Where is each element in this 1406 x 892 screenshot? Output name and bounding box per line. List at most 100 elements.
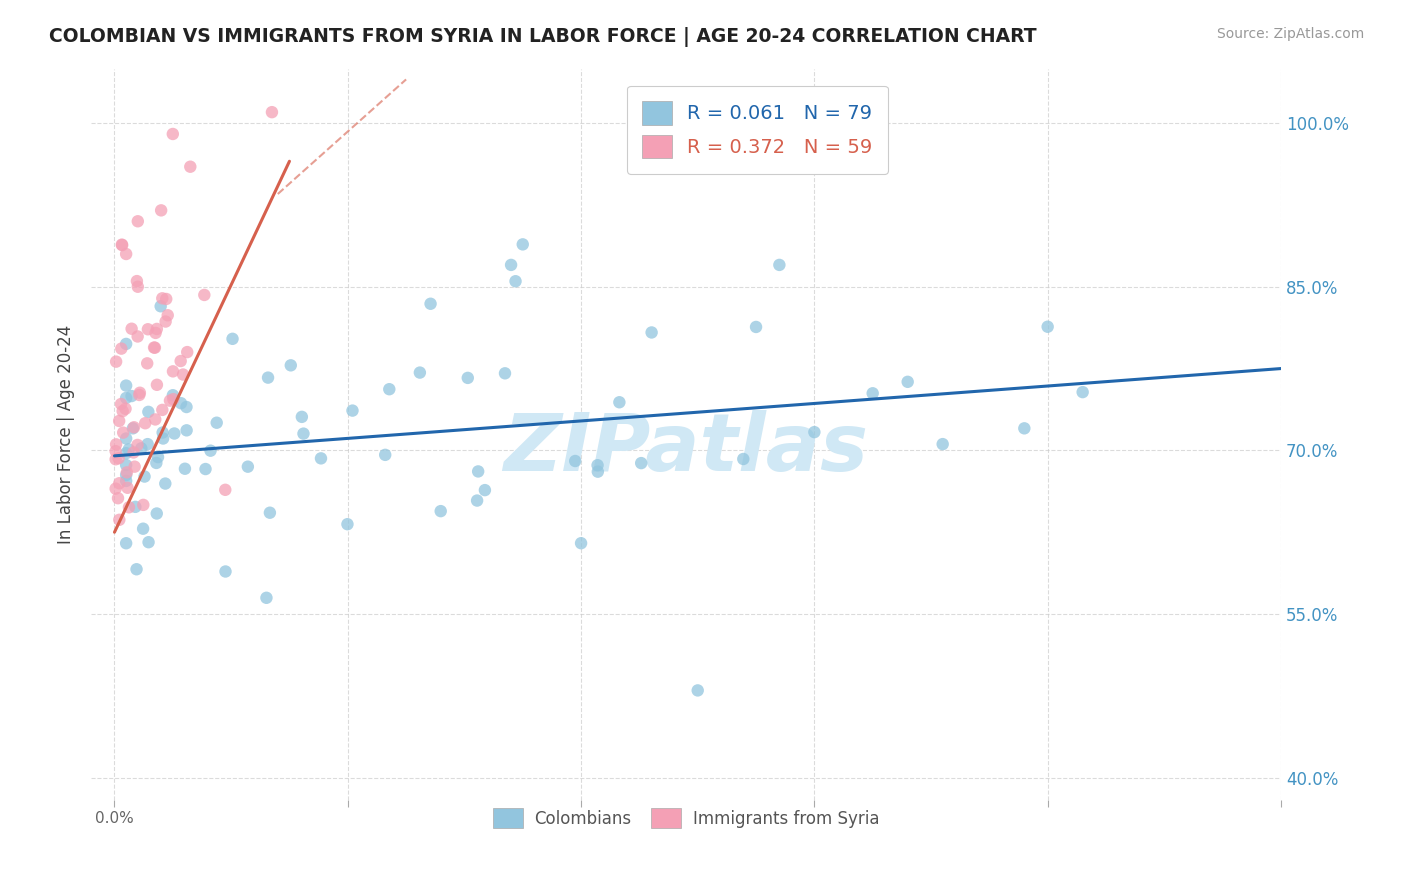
Point (1071, 385, 1094, 400)
Point (640, 326, 662, 340)
Point (214, 565, 236, 579)
Point (143, 341, 166, 355)
Point (176, 400, 198, 414)
Point (124, 500, 146, 514)
Point (127, 438, 149, 452)
Point (128, 385, 150, 400)
Point (107, 451, 129, 466)
Point (138, 535, 160, 549)
Point (121, 389, 143, 403)
Point (152, 432, 174, 446)
Point (172, 368, 194, 382)
Point (193, 288, 215, 302)
Point (117, 481, 139, 495)
Point (132, 498, 155, 512)
Point (107, 491, 129, 506)
Point (150, 203, 173, 218)
Point (105, 437, 128, 451)
Point (378, 382, 401, 396)
Point (136, 437, 159, 451)
Point (115, 474, 138, 488)
Point (1036, 319, 1059, 334)
Point (143, 412, 166, 426)
Point (260, 105, 283, 120)
Point (134, 469, 156, 483)
Point (132, 522, 155, 536)
Point (162, 364, 184, 378)
Point (512, 237, 534, 252)
Point (128, 388, 150, 402)
Point (149, 299, 172, 313)
Point (467, 465, 489, 479)
Point (564, 454, 586, 468)
Point (104, 452, 127, 467)
Point (110, 397, 132, 411)
Point (374, 448, 396, 462)
Point (145, 456, 167, 470)
Point (205, 416, 228, 430)
Point (236, 459, 259, 474)
Point (745, 320, 768, 334)
Point (121, 322, 143, 336)
Point (115, 468, 138, 483)
Point (114, 401, 136, 416)
Point (143, 341, 166, 355)
Point (111, 237, 134, 252)
Point (336, 517, 359, 532)
Point (257, 370, 280, 384)
Point (111, 238, 134, 252)
Point (134, 416, 156, 430)
Point (170, 354, 193, 368)
Point (115, 536, 138, 550)
Point (194, 462, 217, 476)
Point (108, 476, 131, 491)
Point (162, 392, 184, 406)
Point (221, 332, 243, 346)
Point (112, 425, 135, 440)
Point (1014, 421, 1036, 435)
Point (124, 459, 146, 474)
Point (108, 513, 131, 527)
Point (146, 322, 169, 336)
Text: ZIPatlas: ZIPatlas (503, 409, 869, 488)
Point (104, 482, 127, 496)
Point (115, 458, 138, 472)
Point (136, 356, 159, 370)
Point (118, 500, 141, 515)
Point (155, 476, 177, 491)
Text: COLOMBIAN VS IMMIGRANTS FROM SYRIA IN LABOR FORCE | AGE 20-24 CORRELATION CHART: COLOMBIAN VS IMMIGRANTS FROM SYRIA IN LA… (49, 27, 1036, 46)
Point (156, 308, 179, 322)
Point (127, 279, 149, 293)
Point (145, 507, 167, 521)
Point (122, 445, 145, 459)
Point (465, 493, 488, 508)
Point (494, 367, 516, 381)
Y-axis label: In Labor Force | Age 20-24: In Labor Force | Age 20-24 (58, 325, 75, 543)
Point (115, 247, 138, 261)
Point (768, 258, 790, 272)
Point (419, 297, 441, 311)
Point (280, 359, 302, 373)
Point (110, 342, 132, 356)
Point (152, 425, 174, 440)
Point (136, 322, 159, 336)
Point (259, 506, 281, 520)
Point (931, 437, 953, 451)
Point (897, 375, 920, 389)
Point (256, 591, 278, 605)
Point (501, 258, 523, 272)
Point (115, 391, 138, 405)
Point (111, 404, 134, 418)
Point (686, 683, 709, 698)
Point (170, 396, 193, 410)
Point (200, 443, 222, 458)
Point (292, 426, 315, 441)
Point (146, 377, 169, 392)
Point (179, 160, 201, 174)
Point (127, 329, 149, 343)
Point (122, 421, 145, 435)
Point (174, 461, 197, 475)
Point (159, 393, 181, 408)
Point (429, 504, 451, 518)
Point (115, 378, 138, 392)
